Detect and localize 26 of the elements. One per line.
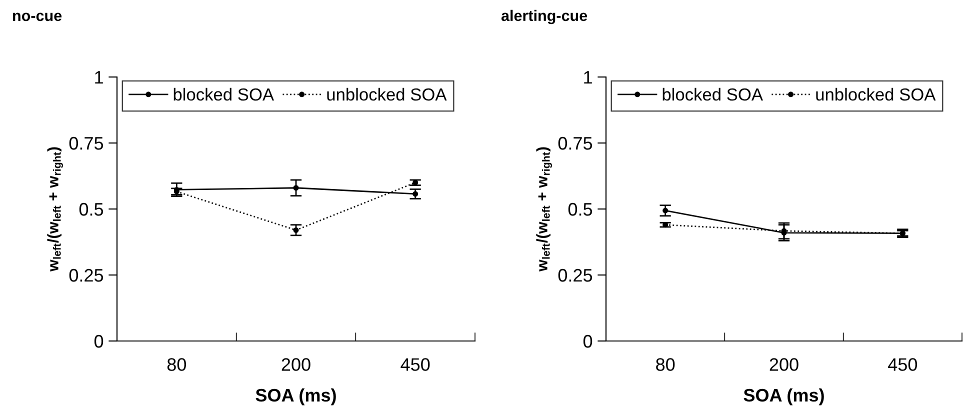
y-tick-label: 1 [584,71,592,84]
y-axis-title: w$_{left}$/(w$_{left}$ + w$_{right}$) [536,147,552,272]
x-axis-title: SOA (ms) [744,388,824,406]
chart-title: alerting-cue [501,10,588,24]
chart-title: no-cue [13,12,62,22]
x-tick-label: 450 [400,358,430,371]
y-tick-label: 0.5 [79,202,104,216]
y-tick-label: 1 [95,71,103,84]
y-tick-label: 0.25 [558,268,592,282]
y-tick-label: 0.75 [558,136,592,150]
legend-label: blocked SOA [174,88,274,101]
y-axis-title: w$_{left}$/(w$_{left}$ + w$_{right}$) [47,147,63,272]
x-tick-label: 450 [888,358,918,371]
y-tick-label: 0.25 [69,268,104,282]
y-tick-label: 0 [94,334,104,348]
legend-label: unblocked SOA [327,88,447,101]
x-tick-label: 200 [770,358,798,371]
x-tick-label: 200 [282,358,310,371]
y-tick-label: 0.5 [568,202,592,216]
x-tick-label: 80 [656,358,675,371]
legend-label: unblocked SOA [816,88,936,101]
y-tick-label: 0.75 [69,136,104,150]
y-tick-label: 0 [583,334,592,348]
x-tick-label: 80 [167,358,186,371]
legend-label: blocked SOA [662,88,763,101]
x-axis-title: SOA (ms) [256,388,336,406]
